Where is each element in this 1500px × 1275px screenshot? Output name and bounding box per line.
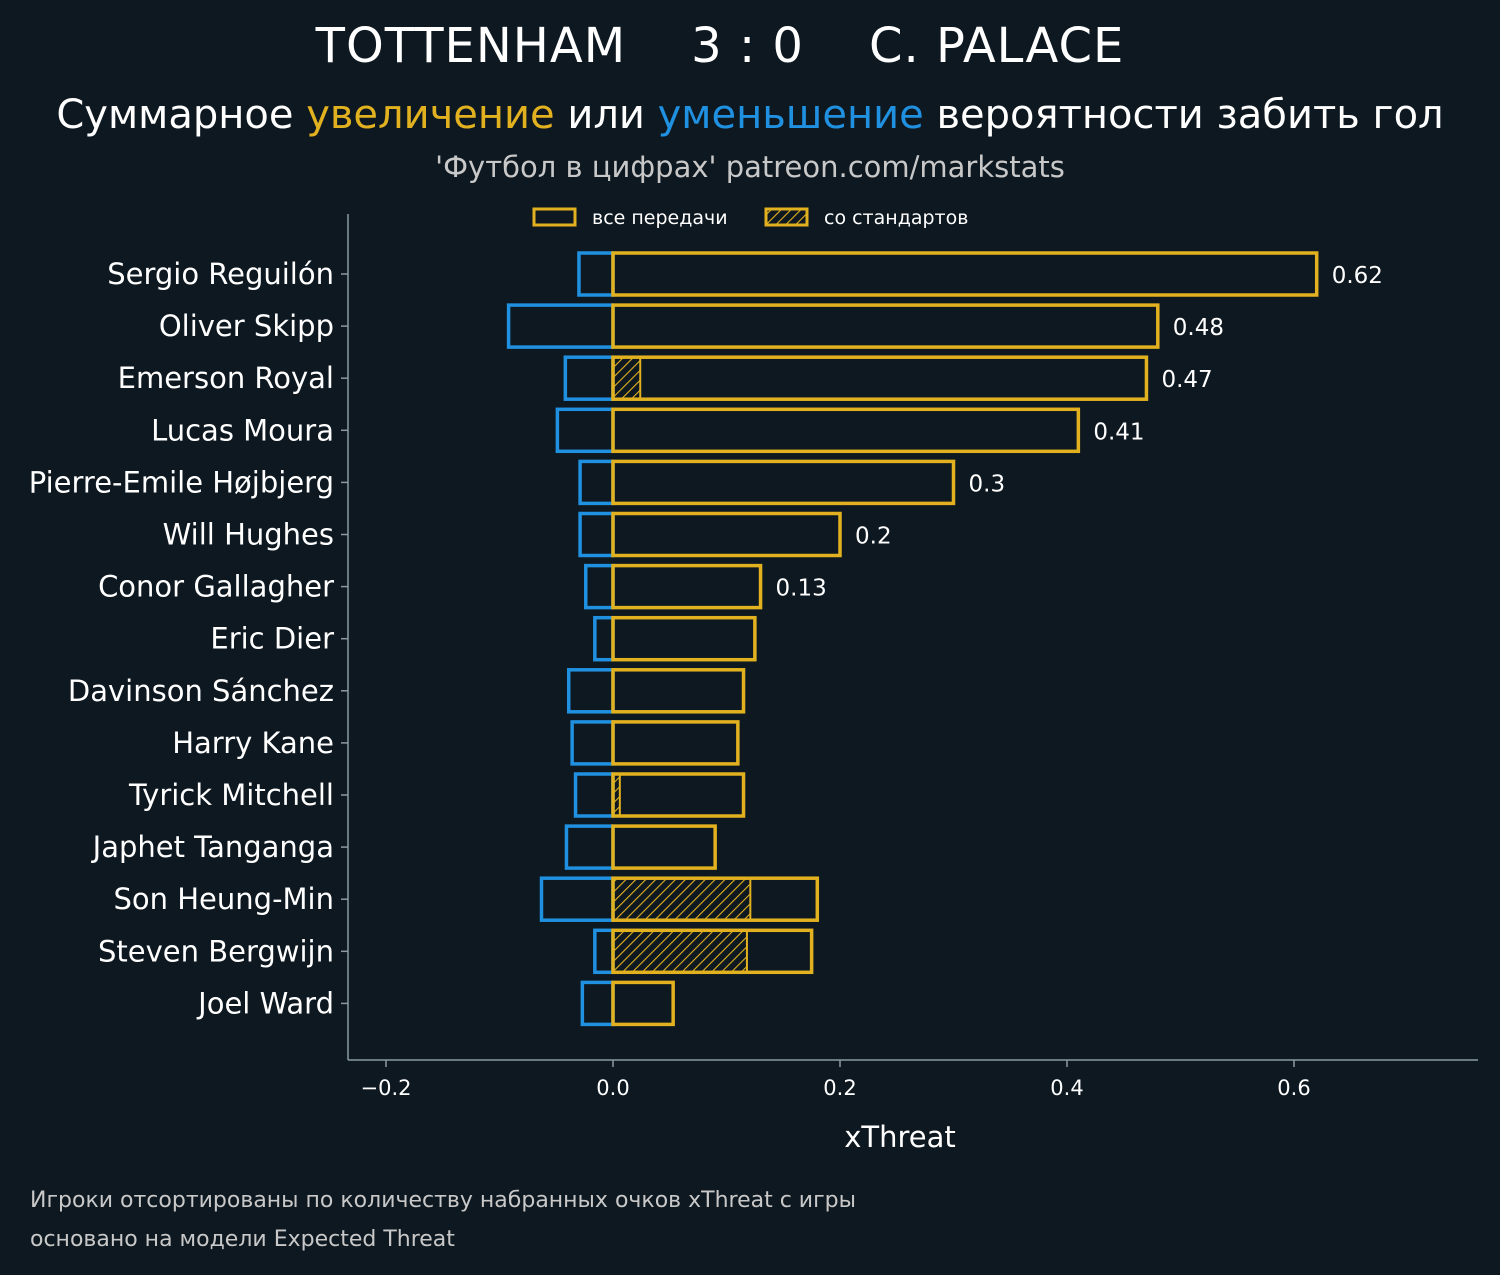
player-label: Oliver Skipp xyxy=(159,309,334,343)
increase-bar xyxy=(611,563,763,610)
increase-bar xyxy=(611,980,675,1027)
player-label: Tyrick Mitchell xyxy=(128,778,334,812)
set-piece-bar xyxy=(612,356,642,401)
home-team: TOTTENHAM xyxy=(315,18,627,74)
legend-set-pieces-label: со стандартов xyxy=(824,207,968,229)
x-axis-label: xThreat xyxy=(844,1120,956,1154)
source-credit: 'Футбол в цифрах' patreon.com/markstats xyxy=(435,150,1065,184)
x-tick-label: 0.2 xyxy=(823,1076,856,1100)
value-label: 0.3 xyxy=(969,471,1006,497)
player-label: Pierre-Emile Højbjerg xyxy=(29,465,334,499)
value-label: 0.2 xyxy=(855,524,892,550)
value-label: 0.13 xyxy=(776,576,827,602)
player-label: Davinson Sánchez xyxy=(68,674,334,708)
footnote-sorting: Игроки отсортированы по количеству набра… xyxy=(30,1188,856,1213)
decrease-bar xyxy=(573,772,615,818)
decrease-bar xyxy=(580,980,615,1027)
subtitle-part3: вероятности забить гол xyxy=(923,92,1444,138)
player-label: Lucas Moura xyxy=(151,413,334,447)
increase-bar xyxy=(611,303,1160,349)
subtitle-part2: или xyxy=(554,92,658,138)
player-label: Japhet Tanganga xyxy=(91,830,334,864)
value-label: 0.47 xyxy=(1161,367,1212,393)
player-label: Steven Bergwijn xyxy=(98,934,334,968)
legend-all-passes-swatch xyxy=(532,207,577,227)
decrease-bar xyxy=(577,251,615,297)
match-title: TOTTENHAM 3 : 0 C. PALACE xyxy=(0,18,1440,74)
decrease-bar xyxy=(539,876,615,922)
increase-bar xyxy=(611,251,1319,297)
value-label: 0.62 xyxy=(1332,263,1383,289)
decrease-bar xyxy=(593,615,615,662)
player-label: Eric Dier xyxy=(210,622,334,656)
value-label: 0.41 xyxy=(1093,419,1144,445)
decrease-bar xyxy=(570,720,615,766)
x-tick-label: 0.6 xyxy=(1277,1076,1310,1100)
match-score: 3 : 0 xyxy=(691,18,804,74)
decrease-bar xyxy=(566,668,615,714)
chart-axes: −0.2 0.0 0.2 0.4 0.6 xThreat Sergio Reguilón Ol… xyxy=(29,214,1478,1154)
increase-bar xyxy=(611,355,1149,401)
x-tick-label: 0.4 xyxy=(1050,1076,1083,1100)
increase-bar xyxy=(611,720,740,766)
player-label: Emerson Royal xyxy=(118,361,334,395)
increase-bar xyxy=(611,876,820,922)
chart-legend: все передачи со стандартов xyxy=(532,207,968,229)
decrease-bar xyxy=(593,928,615,975)
increase-bar xyxy=(611,824,717,870)
increase-bar xyxy=(611,511,842,558)
set-piece-bar xyxy=(612,877,752,922)
decrease-bar xyxy=(506,303,615,349)
set-piece-bar xyxy=(612,929,748,974)
decrease-bar xyxy=(584,563,615,610)
away-team: C. PALACE xyxy=(868,18,1125,74)
increase-bar xyxy=(611,772,746,818)
legend-set-pieces-swatch xyxy=(764,207,809,227)
value-label: 0.48 xyxy=(1173,315,1224,341)
decrease-bar xyxy=(578,459,615,506)
chart-marks: 0.62 0.48 0.47 0.41 0.3 0.2 0.13 xyxy=(506,251,1383,1027)
decrease-bar xyxy=(555,407,615,454)
x-tick-label: −0.2 xyxy=(361,1076,412,1100)
decrease-bar xyxy=(564,824,615,870)
subtitle-decrease-word: уменьшение xyxy=(657,92,924,138)
subtitle-part1: Суммарное xyxy=(56,92,307,138)
increase-bar xyxy=(611,459,956,506)
player-label: Will Hughes xyxy=(163,518,334,552)
increase-bar xyxy=(611,928,814,975)
subtitle-increase-word: увеличение xyxy=(306,92,555,138)
decrease-bar xyxy=(563,355,615,401)
increase-bar xyxy=(611,407,1081,454)
player-label: Harry Kane xyxy=(172,726,334,760)
chart-subtitle: Суммарное увеличение или уменьшение веро… xyxy=(0,92,1500,138)
player-label: Son Heung-Min xyxy=(114,882,335,916)
player-label: Joel Ward xyxy=(196,986,334,1020)
player-label: Sergio Reguilón xyxy=(107,257,334,291)
decrease-bar xyxy=(578,511,615,558)
footnote-model: основано на модели Expected Threat xyxy=(30,1227,455,1252)
player-label: Conor Gallagher xyxy=(98,570,334,604)
increase-bar xyxy=(611,615,757,662)
legend-all-passes-label: все передачи xyxy=(592,207,728,229)
increase-bar xyxy=(611,668,746,714)
x-tick-label: 0.0 xyxy=(596,1076,629,1100)
